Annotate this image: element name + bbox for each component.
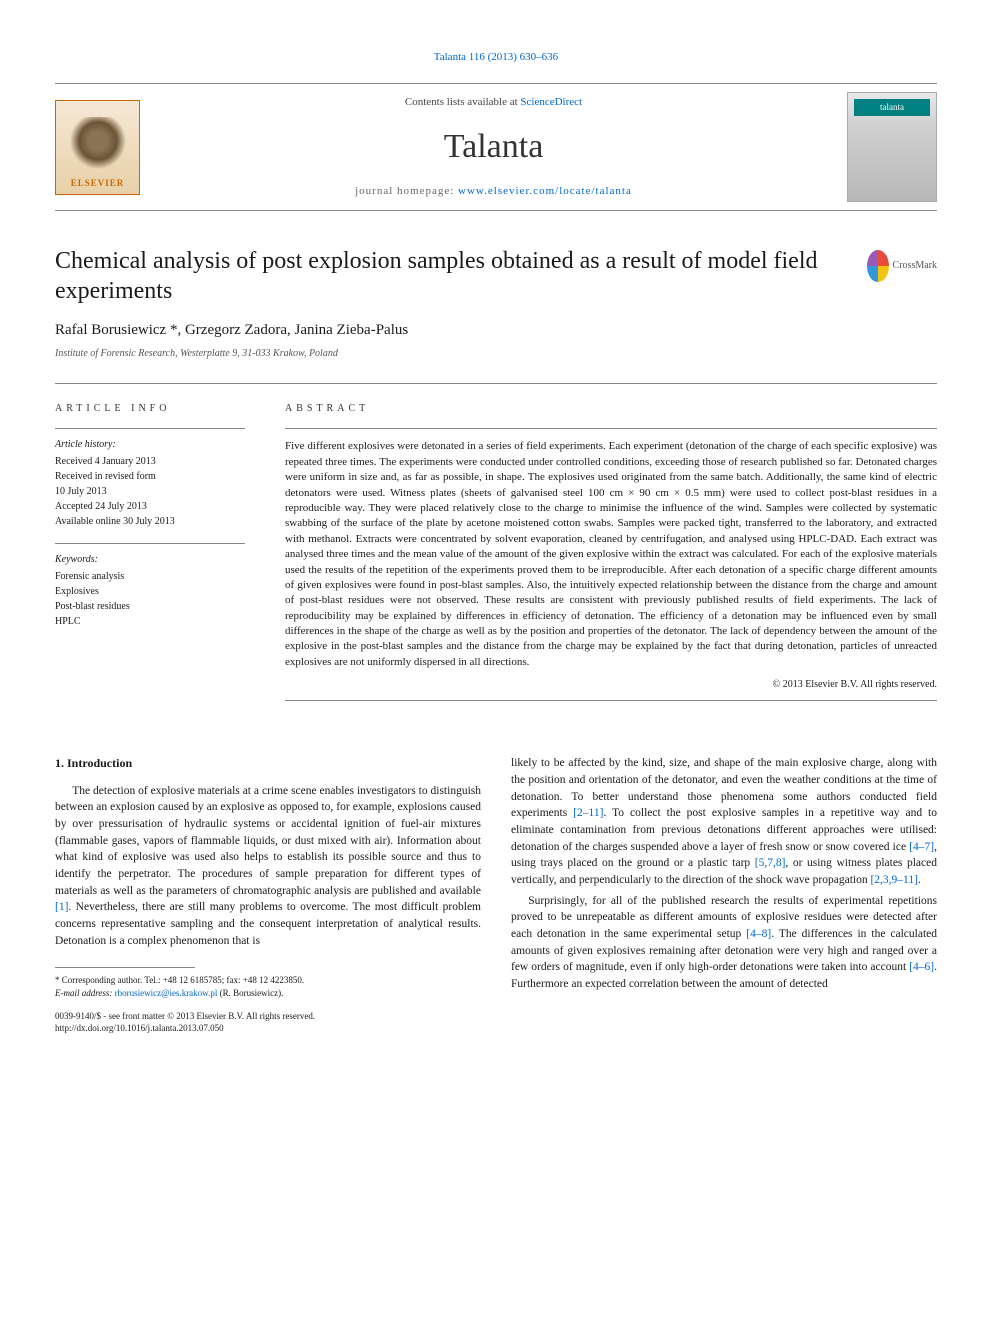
body-paragraph: Surprisingly, for all of the published r… bbox=[511, 893, 937, 993]
email-link[interactable]: rborusiewicz@ies.krakow.pl bbox=[115, 988, 218, 998]
citation-link[interactable]: [2,3,9–11] bbox=[870, 874, 917, 886]
footnote-corr: * Corresponding author. Tel.: +48 12 618… bbox=[55, 974, 481, 987]
top-citation-link[interactable]: Talanta 116 (2013) 630–636 bbox=[55, 50, 937, 65]
citation-link[interactable]: [2–11] bbox=[573, 807, 603, 819]
section-heading: 1. Introduction bbox=[55, 755, 481, 772]
keyword: Post-blast residues bbox=[55, 599, 245, 614]
history-line: Accepted 24 July 2013 bbox=[55, 499, 245, 514]
citation-link[interactable]: [1] bbox=[55, 901, 68, 913]
info-abstract-row: ARTICLE INFO Article history: Received 4… bbox=[55, 383, 937, 725]
author-list: Rafal Borusiewicz *, Grzegorz Zadora, Ja… bbox=[55, 322, 408, 338]
citation-link[interactable]: [5,7,8] bbox=[755, 857, 786, 869]
abstract-divider bbox=[285, 700, 937, 701]
corresponding-footnote: * Corresponding author. Tel.: +48 12 618… bbox=[55, 974, 481, 999]
body-col-right: likely to be affected by the kind, size,… bbox=[511, 755, 937, 1034]
body-columns: 1. Introduction The detection of explosi… bbox=[55, 755, 937, 1034]
body-paragraph: likely to be affected by the kind, size,… bbox=[511, 755, 937, 888]
title-row: Chemical analysis of post explosion samp… bbox=[55, 246, 937, 306]
keywords-label: Keywords: bbox=[55, 552, 245, 567]
footnote-email-line: E-mail address: rborusiewicz@ies.krakow.… bbox=[55, 987, 481, 1000]
contents-line: Contents lists available at ScienceDirec… bbox=[140, 95, 847, 110]
crossmark-icon bbox=[867, 250, 889, 282]
history-line: Received in revised form bbox=[55, 469, 245, 484]
citation-link[interactable]: [4–6] bbox=[909, 961, 934, 973]
article-info-col: ARTICLE INFO Article history: Received 4… bbox=[55, 402, 265, 725]
journal-header: ELSEVIER Contents lists available at Sci… bbox=[55, 83, 937, 211]
body-paragraph: The detection of explosive materials at … bbox=[55, 783, 481, 950]
body-col-left: 1. Introduction The detection of explosi… bbox=[55, 755, 481, 1034]
elsevier-label: ELSEVIER bbox=[71, 177, 125, 190]
abstract-copyright: © 2013 Elsevier B.V. All rights reserved… bbox=[285, 678, 937, 692]
keyword: Explosives bbox=[55, 584, 245, 599]
history-line: Available online 30 July 2013 bbox=[55, 514, 245, 529]
sciencedirect-link[interactable]: ScienceDirect bbox=[520, 96, 582, 108]
abstract-heading: ABSTRACT bbox=[285, 402, 937, 416]
contents-prefix: Contents lists available at bbox=[405, 96, 520, 108]
email-label: E-mail address: bbox=[55, 988, 115, 998]
issn-line: 0039-9140/$ - see front matter © 2013 El… bbox=[55, 1010, 481, 1023]
article-title: Chemical analysis of post explosion samp… bbox=[55, 246, 867, 306]
elsevier-tree-icon bbox=[68, 117, 128, 177]
body-text: . Nevertheless, there are still many pro… bbox=[55, 901, 481, 946]
abstract-col: ABSTRACT Five different explosives were … bbox=[265, 402, 937, 725]
body-text: . bbox=[918, 874, 921, 886]
cover-badge: talanta bbox=[854, 99, 930, 116]
header-center: Contents lists available at ScienceDirec… bbox=[140, 95, 847, 199]
article-info-heading: ARTICLE INFO bbox=[55, 402, 245, 416]
crossmark-button[interactable]: CrossMark bbox=[867, 246, 937, 286]
history-block: Article history: Received 4 January 2013… bbox=[55, 428, 245, 529]
footnote-separator bbox=[55, 967, 195, 968]
elsevier-logo[interactable]: ELSEVIER bbox=[55, 100, 140, 195]
crossmark-label: CrossMark bbox=[893, 259, 937, 273]
email-name: (R. Borusiewicz). bbox=[217, 988, 283, 998]
keyword: HPLC bbox=[55, 614, 245, 629]
journal-cover-thumbnail[interactable]: talanta bbox=[847, 92, 937, 202]
history-line: Received 4 January 2013 bbox=[55, 454, 245, 469]
citation-link[interactable]: [4–7] bbox=[909, 841, 934, 853]
abstract-text: Five different explosives were detonated… bbox=[285, 428, 937, 670]
keyword: Forensic analysis bbox=[55, 569, 245, 584]
affiliation: Institute of Forensic Research, Westerpl… bbox=[55, 347, 937, 361]
homepage-url[interactable]: www.elsevier.com/locate/talanta bbox=[458, 185, 632, 197]
page: Talanta 116 (2013) 630–636 ELSEVIER Cont… bbox=[0, 0, 992, 1075]
authors: Rafal Borusiewicz *, Grzegorz Zadora, Ja… bbox=[55, 320, 937, 341]
keywords-block: Keywords: Forensic analysis Explosives P… bbox=[55, 543, 245, 629]
body-text: The detection of explosive materials at … bbox=[55, 785, 481, 897]
citation-link[interactable]: [4–8] bbox=[746, 928, 771, 940]
journal-name: Talanta bbox=[140, 123, 847, 171]
doi-line[interactable]: http://dx.doi.org/10.1016/j.talanta.2013… bbox=[55, 1022, 481, 1035]
homepage-prefix: journal homepage: bbox=[355, 185, 458, 197]
homepage-line: journal homepage: www.elsevier.com/locat… bbox=[140, 184, 847, 199]
bottom-meta: 0039-9140/$ - see front matter © 2013 El… bbox=[55, 1010, 481, 1035]
history-label: Article history: bbox=[55, 437, 245, 452]
history-line: 10 July 2013 bbox=[55, 484, 245, 499]
